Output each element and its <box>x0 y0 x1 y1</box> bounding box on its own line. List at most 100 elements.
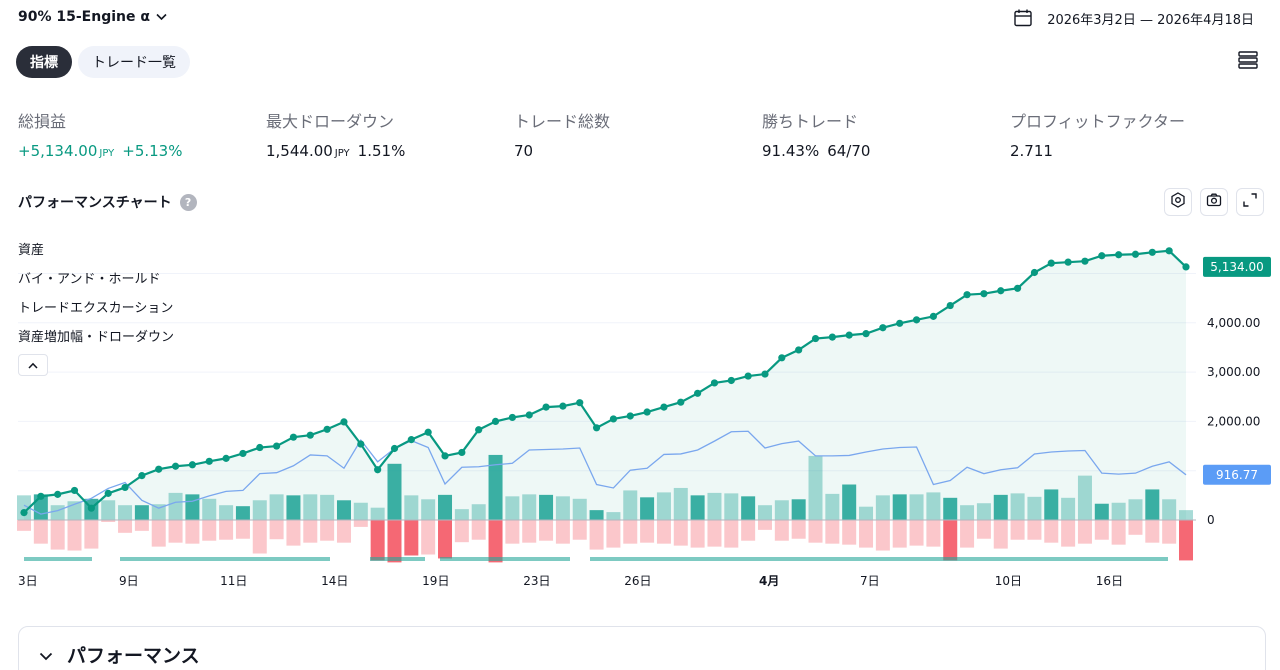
drawdown-bar <box>387 520 402 563</box>
trade-strip <box>24 557 92 561</box>
performance-chart[interactable]: 0 2,000.00 3,000.00 4,000.00 5,134.00 916.77 3… <box>0 225 1280 595</box>
snapshot-button[interactable] <box>1200 188 1228 216</box>
legend-trade-excursion[interactable]: トレードエクスカーション <box>18 301 174 316</box>
drawdown-bar <box>185 520 200 544</box>
chart-legend: 資産 バイ・アンド・ホールド トレードエクスカーション 資産増加幅・ドローダウン <box>18 236 174 352</box>
tab-metrics[interactable]: 指標 <box>16 46 72 78</box>
runup-bar <box>572 498 587 520</box>
runup-bar <box>741 496 756 520</box>
runup-bar <box>252 500 267 520</box>
max-drawdown-pct: 1.51% <box>357 142 406 160</box>
equity-point <box>37 492 45 500</box>
legend-collapse-button[interactable] <box>18 354 48 376</box>
runup-bar <box>808 455 823 520</box>
runup-bar <box>1179 510 1193 520</box>
strategy-selector[interactable]: 90% 15-Engine α <box>18 9 167 25</box>
runup-bar <box>336 500 351 520</box>
performance-panel-header[interactable]: パフォーマンス <box>39 641 200 668</box>
last-value-label: 5,134.00 <box>1210 260 1263 274</box>
tab-trade-list[interactable]: トレード一覧 <box>78 46 190 78</box>
legend-buy-hold[interactable]: バイ・アンド・ホールド <box>18 272 161 287</box>
equity-point <box>104 489 112 497</box>
drawdown-bar <box>976 520 991 539</box>
equity-point <box>879 324 887 332</box>
equity-point <box>1165 247 1173 255</box>
fullscreen-button[interactable] <box>1236 188 1264 216</box>
x-tick-label: 14日 <box>321 574 348 588</box>
runup-bar <box>286 495 301 520</box>
drawdown-bar <box>454 520 469 543</box>
metric-total-trades: トレード総数 70 <box>514 108 762 160</box>
equity-point <box>828 333 836 341</box>
equity-point <box>306 431 314 439</box>
drawdown-bar <box>1179 520 1193 561</box>
runup-bar <box>555 496 570 520</box>
runup-bar <box>168 492 183 520</box>
equity-point <box>576 399 584 407</box>
win-rate-value: 91.43% <box>762 142 820 160</box>
date-range-picker[interactable]: 2026年3月2日 — 2026年4月18日 <box>1013 8 1254 28</box>
runup-bar <box>1010 493 1025 520</box>
list-view-button[interactable] <box>1234 48 1262 76</box>
runup-bar <box>438 494 453 520</box>
metric-win-trades: 勝ちトレード 91.43% 64/70 <box>762 108 1010 160</box>
equity-point <box>289 433 298 441</box>
chart-settings-button[interactable] <box>1164 188 1192 216</box>
runup-bar <box>1128 499 1143 520</box>
runup-bar <box>1077 475 1092 520</box>
drawdown-bar <box>269 520 284 540</box>
equity-point <box>946 301 954 310</box>
equity-point <box>660 403 668 411</box>
date-range-text: 2026年3月2日 — 2026年4月18日 <box>1047 12 1254 28</box>
runup-bar <box>825 493 840 520</box>
metric-label: 勝ちトレード <box>762 112 859 131</box>
chart-title-text: パフォーマンスチャート <box>18 195 172 211</box>
metrics-row: 総損益 +5,134.00 JPY +5.13% 最大ドローダウン 1,544.… <box>18 108 1258 160</box>
drawdown-bar <box>640 520 655 543</box>
x-tick-label: 23日 <box>523 574 550 588</box>
runup-bar <box>892 494 907 520</box>
runup-bar <box>656 492 671 520</box>
equity-point <box>525 411 533 419</box>
equity-point <box>845 331 853 339</box>
calendar-icon <box>1013 8 1033 28</box>
equity-point <box>862 330 870 338</box>
net-profit-value: +5,134.00 <box>18 142 98 160</box>
runup-bar <box>1162 499 1177 520</box>
drawdown-bar <box>33 520 48 544</box>
equity-point <box>188 461 197 469</box>
camera-icon <box>1206 192 1222 212</box>
runup-bar <box>1094 503 1109 520</box>
last-value-tag <box>1203 464 1271 485</box>
x-tick-label: 11日 <box>220 574 247 588</box>
equity-point <box>508 413 516 422</box>
equity-point <box>1098 252 1106 260</box>
runup-bar <box>17 495 31 520</box>
runup-bar <box>387 463 402 520</box>
legend-equity[interactable]: 資産 <box>18 243 45 258</box>
drawdown-bar <box>741 520 756 541</box>
help-icon[interactable]: ? <box>179 193 197 211</box>
drawdown-bar <box>286 520 301 546</box>
x-tick-label: 19日 <box>422 574 449 588</box>
runup-bar <box>320 494 335 520</box>
drawdown-bar <box>17 520 31 531</box>
runup-bar <box>151 504 166 520</box>
equity-point <box>1182 263 1190 271</box>
equity-point <box>592 424 601 432</box>
equity-point <box>643 408 651 416</box>
drawdown-bar <box>488 520 503 563</box>
legend-runup-drawdown[interactable]: 資産増加幅・ドローダウン <box>18 330 175 345</box>
runup-bar <box>774 500 789 520</box>
runup-bar <box>1111 502 1126 520</box>
trade-strip <box>590 557 1168 561</box>
equity-point <box>963 291 971 299</box>
runup-bar <box>993 494 1008 520</box>
drawdown-bar <box>522 520 537 543</box>
drawdown-bar <box>421 520 436 555</box>
runup-bar <box>353 502 368 520</box>
chevron-up-icon <box>28 359 38 372</box>
drawdown-bar <box>252 520 267 554</box>
equity-point <box>677 398 685 406</box>
buy-hold-line <box>23 430 1187 515</box>
